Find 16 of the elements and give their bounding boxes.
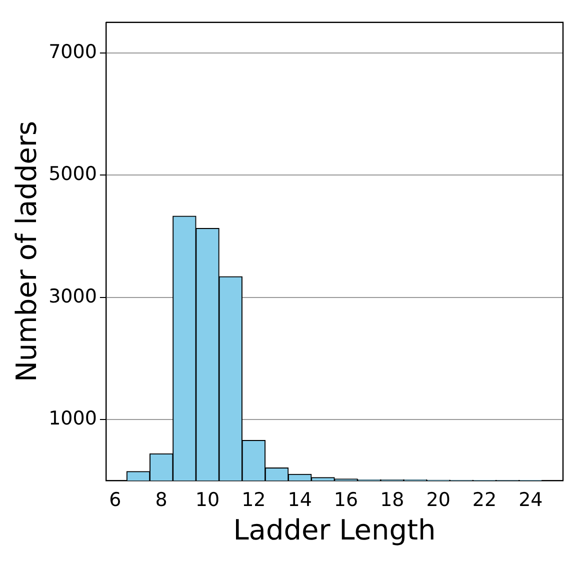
y-tick-label: 5000 bbox=[48, 163, 97, 186]
y-tick-label: 3000 bbox=[48, 285, 97, 308]
y-tick-label: 1000 bbox=[48, 407, 97, 430]
x-tick-label: 6 bbox=[109, 488, 122, 511]
x-tick-label: 12 bbox=[242, 488, 266, 511]
x-tick-label: 24 bbox=[518, 488, 543, 511]
y-axis-title: Number of ladders bbox=[10, 120, 44, 382]
x-tick-label: 16 bbox=[334, 488, 358, 511]
x-tick-label: 18 bbox=[380, 488, 404, 511]
x-tick-label: 10 bbox=[195, 488, 220, 511]
x-tick-label: 8 bbox=[155, 488, 168, 511]
x-axis-title: Ladder Length bbox=[233, 513, 436, 546]
y-tick-label: 7000 bbox=[48, 40, 97, 63]
x-tick-label: 20 bbox=[426, 488, 450, 511]
x-tick-label: 14 bbox=[288, 488, 312, 511]
x-tick-label: 22 bbox=[472, 488, 497, 511]
